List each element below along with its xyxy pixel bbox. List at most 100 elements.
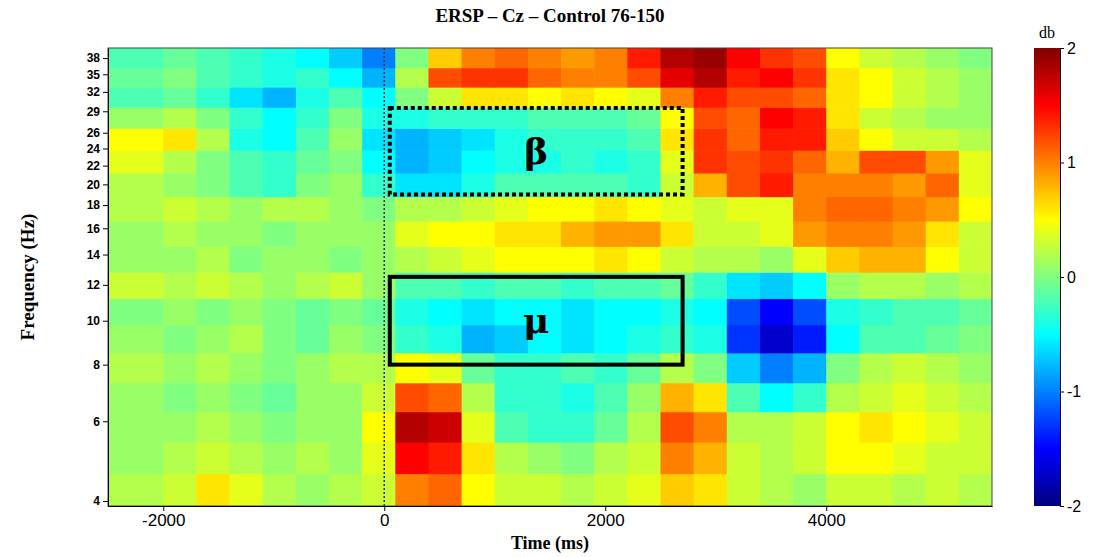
heat-cell	[594, 107, 628, 129]
y-tick-mark	[103, 184, 108, 185]
heat-cell	[826, 107, 860, 129]
heat-cell	[859, 246, 893, 272]
heat-cell	[893, 197, 927, 222]
y-tick-label: 35	[87, 68, 101, 82]
heat-cell	[230, 128, 264, 150]
heat-cell	[561, 298, 595, 325]
heat-cell	[561, 353, 595, 384]
heat-cell	[694, 272, 728, 299]
heat-cell	[296, 353, 330, 384]
y-tick: 8	[93, 358, 108, 372]
heat-cell	[230, 221, 264, 247]
heat-cell	[329, 353, 363, 384]
colorbar-tick-mark	[1060, 277, 1064, 278]
heat-cell	[727, 298, 761, 325]
heat-cell	[462, 150, 496, 173]
plot-frame	[108, 48, 992, 506]
annotation-box	[390, 277, 683, 365]
heat-cell	[760, 221, 794, 247]
heat-cell	[163, 173, 197, 197]
y-tick: 12	[87, 278, 108, 292]
heat-cell	[428, 68, 462, 88]
heat-cell	[594, 68, 628, 88]
heat-cell	[694, 221, 728, 247]
heat-cell	[263, 474, 297, 506]
heat-cell	[230, 48, 264, 68]
heat-cell	[793, 474, 827, 506]
heat-cell	[926, 246, 960, 272]
heat-cell	[528, 442, 562, 474]
heat-cell	[329, 68, 363, 88]
heat-cell	[959, 48, 992, 68]
heat-cell	[428, 442, 462, 474]
heat-cell	[462, 298, 496, 325]
heat-cell	[859, 412, 893, 443]
heat-cell	[859, 128, 893, 150]
heat-cell	[661, 197, 695, 222]
heat-cell	[926, 197, 960, 222]
heat-cell	[959, 353, 992, 384]
x-axis: -2000020004000	[109, 506, 993, 530]
heat-cell	[528, 383, 562, 413]
chart: βμ-2000020004000468101214161820222426293…	[0, 0, 1107, 557]
heat-cell	[163, 383, 197, 413]
y-tick-mark	[103, 149, 108, 150]
y-tick: 18	[87, 198, 108, 212]
heat-cell	[329, 107, 363, 129]
colorbar-tick-label: 0	[1067, 269, 1076, 286]
heat-cell	[428, 246, 462, 272]
heat-cell	[694, 353, 728, 384]
heat-cell	[793, 272, 827, 299]
heat-cell	[694, 107, 728, 129]
heat-cell	[108, 298, 164, 325]
heat-cell	[462, 221, 496, 247]
x-tick: 4000	[808, 506, 846, 530]
heat-cell	[230, 87, 264, 108]
heat-cell	[926, 474, 960, 506]
heat-cell	[959, 442, 992, 474]
x-tick-label: 2000	[587, 511, 625, 530]
heat-cell	[594, 197, 628, 222]
heat-cell	[926, 412, 960, 443]
heat-cell	[926, 353, 960, 384]
heat-cell	[163, 221, 197, 247]
heat-cell	[594, 474, 628, 506]
heat-cell	[859, 325, 893, 354]
heat-cell	[661, 412, 695, 443]
heat-cell	[561, 325, 595, 354]
heat-cell	[163, 272, 197, 299]
y-tick-mark	[103, 166, 108, 167]
heat-cell	[108, 474, 164, 506]
heat-cell	[296, 197, 330, 222]
heat-cell	[694, 173, 728, 197]
heat-cell	[561, 442, 595, 474]
heat-cell	[329, 246, 363, 272]
heat-cell	[263, 298, 297, 325]
heat-cell	[859, 353, 893, 384]
heat-cell	[296, 48, 330, 68]
heat-cell	[694, 128, 728, 150]
colorbar-tick: -2	[1060, 498, 1081, 515]
x-tick-label: 4000	[808, 511, 846, 530]
heat-cell	[395, 197, 429, 222]
heat-cell	[329, 150, 363, 173]
heat-cell	[163, 107, 197, 129]
heat-cell	[893, 383, 927, 413]
heat-cell	[793, 150, 827, 173]
heat-cell	[694, 298, 728, 325]
y-tick-label: 10	[87, 314, 101, 328]
heat-cell	[296, 272, 330, 299]
heat-cell	[163, 474, 197, 506]
heat-cell	[329, 173, 363, 197]
heat-cell	[230, 150, 264, 173]
heat-cell	[196, 272, 230, 299]
heat-cell	[959, 221, 992, 247]
heat-cell	[329, 325, 363, 354]
y-tick: 24	[87, 142, 108, 156]
heat-cell	[594, 128, 628, 150]
heat-cell	[495, 474, 529, 506]
heat-cell	[196, 246, 230, 272]
heat-cell	[859, 173, 893, 197]
heat-cell	[727, 272, 761, 299]
colorbar-tick-label: -1	[1067, 383, 1081, 400]
